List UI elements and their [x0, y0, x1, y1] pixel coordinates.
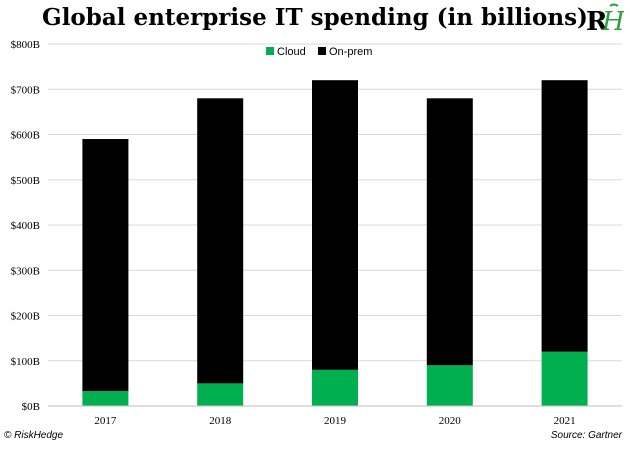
legend-label: Cloud: [277, 46, 306, 58]
bar-cloud: [197, 383, 244, 406]
x-axis-ticks: 2017 2018 2019 2020 2021: [94, 415, 575, 427]
bar-cloud: [426, 365, 473, 406]
riskhedge-logo: R H: [586, 3, 624, 37]
bar-cloud: [82, 391, 129, 406]
y-tick-label: $700B: [11, 84, 40, 96]
bar-on-prem: [82, 139, 129, 392]
x-tick-label: 2018: [209, 415, 232, 427]
x-tick-label: 2017: [94, 415, 117, 427]
x-tick-label: 2021: [554, 415, 576, 427]
bar-on-prem: [541, 80, 588, 352]
legend-label: On-prem: [329, 46, 372, 58]
y-tick-label: $0B: [22, 401, 40, 413]
stacked-bar-chart: $0B $100B $200B $300B $400B $500B $600B $700B $8…: [11, 39, 622, 427]
bar-on-prem: [426, 98, 473, 366]
bar-on-prem: [197, 98, 244, 384]
x-tick-label: 2020: [439, 415, 462, 427]
y-tick-label: $400B: [11, 220, 40, 232]
chart-title: Global enterprise IT spending (in billio…: [42, 4, 588, 31]
y-tick-label: $200B: [11, 311, 40, 323]
svg-text:R: R: [586, 7, 608, 37]
y-tick-label: $300B: [11, 265, 40, 277]
bar-on-prem: [312, 80, 358, 370]
x-tick-label: 2019: [324, 415, 347, 427]
bars: [82, 80, 588, 406]
source-text: Source: Gartner: [550, 430, 622, 441]
y-axis-ticks: $0B $100B $200B $300B $400B $500B $600B $700B $8…: [11, 39, 40, 413]
y-tick-label: $800B: [11, 39, 40, 51]
y-tick-label: $100B: [11, 356, 40, 368]
copyright-text: © RiskHedge: [4, 430, 64, 441]
y-tick-label: $600B: [11, 130, 40, 142]
bar-cloud: [312, 369, 358, 406]
y-tick-label: $500B: [11, 175, 40, 187]
legend-swatch: [318, 47, 326, 55]
legend: Cloud On-prem: [266, 46, 372, 58]
svg-text:H: H: [601, 7, 624, 37]
legend-swatch: [266, 47, 274, 55]
bar-cloud: [541, 351, 588, 406]
